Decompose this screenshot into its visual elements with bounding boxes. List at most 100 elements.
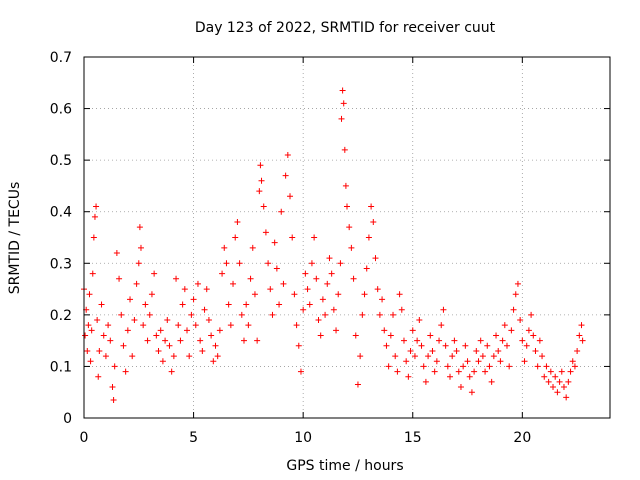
- data-point: [392, 353, 399, 360]
- data-point: [197, 337, 204, 344]
- data-point: [162, 337, 169, 344]
- data-point: [348, 244, 355, 251]
- data-point: [164, 317, 171, 324]
- data-point: [411, 353, 418, 360]
- data-point: [418, 342, 425, 349]
- data-point: [148, 291, 155, 298]
- data-point: [344, 203, 350, 210]
- data-point: [403, 358, 410, 365]
- data-point: [503, 342, 510, 349]
- data-point: [177, 337, 184, 344]
- data-point: [567, 368, 574, 375]
- data-point: [579, 337, 586, 344]
- data-point: [262, 229, 269, 236]
- data-point: [436, 337, 443, 344]
- data-point: [427, 332, 434, 339]
- data-point: [451, 337, 458, 344]
- data-point: [324, 280, 331, 287]
- data-point: [438, 322, 445, 329]
- data-point: [297, 368, 304, 375]
- data-point: [565, 378, 572, 385]
- data-point: [91, 213, 98, 220]
- data-point: [457, 384, 464, 391]
- data-point: [194, 280, 201, 287]
- data-point: [96, 347, 103, 354]
- chart-title: Day 123 of 2022, SRMTID for receiver cuu…: [195, 20, 496, 36]
- data-point: [133, 280, 140, 287]
- data-point: [541, 373, 548, 380]
- data-point: [372, 255, 379, 262]
- data-point: [571, 363, 578, 370]
- data-point: [556, 378, 563, 385]
- data-point: [170, 353, 177, 360]
- data-point: [98, 301, 105, 308]
- data-point: [105, 322, 112, 329]
- data-point: [227, 322, 234, 329]
- data-point: [342, 182, 349, 189]
- data-point: [201, 306, 208, 313]
- data-point: [363, 265, 370, 272]
- data-point: [534, 363, 541, 370]
- data-point: [315, 317, 322, 324]
- data-point: [361, 291, 368, 298]
- data-point: [479, 353, 486, 360]
- data-point: [330, 306, 337, 313]
- data-point: [429, 347, 436, 354]
- data-point: [508, 327, 515, 334]
- data-point: [563, 394, 570, 401]
- data-point: [319, 296, 326, 303]
- data-point: [379, 296, 386, 303]
- data-point: [245, 322, 252, 329]
- data-point: [340, 100, 347, 107]
- data-point: [333, 327, 340, 334]
- data-point: [142, 301, 149, 308]
- data-point: [514, 280, 521, 287]
- data-point: [578, 322, 585, 329]
- data-point: [341, 146, 348, 153]
- data-point: [506, 363, 513, 370]
- data-point: [455, 368, 462, 375]
- data-point: [381, 327, 388, 334]
- data-point: [302, 270, 309, 277]
- data-point: [550, 384, 557, 391]
- data-point: [293, 322, 300, 329]
- data-point: [484, 342, 491, 349]
- data-point: [409, 327, 416, 334]
- data-point: [475, 358, 482, 365]
- data-point: [131, 317, 138, 324]
- data-point: [230, 280, 237, 287]
- data-point: [282, 172, 289, 179]
- y-tick-label: 0.4: [50, 205, 72, 221]
- data-point: [512, 291, 519, 298]
- data-point: [186, 353, 193, 360]
- data-point: [95, 373, 102, 380]
- data-point: [493, 332, 500, 339]
- data-point: [168, 368, 175, 375]
- data-point: [109, 384, 116, 391]
- data-point: [260, 203, 267, 210]
- data-point: [464, 358, 471, 365]
- data-point: [135, 260, 142, 267]
- data-point: [284, 151, 291, 158]
- data-point: [251, 291, 258, 298]
- data-point: [501, 322, 508, 329]
- data-point: [88, 327, 95, 334]
- data-point: [547, 368, 554, 375]
- data-point: [234, 219, 241, 226]
- data-point: [338, 115, 345, 122]
- data-point: [510, 306, 517, 313]
- data-point: [107, 337, 114, 344]
- plot-frame: [83, 56, 611, 419]
- data-point: [190, 296, 197, 303]
- data-point: [536, 337, 543, 344]
- data-point: [291, 291, 298, 298]
- data-point: [394, 368, 401, 375]
- data-point: [350, 275, 357, 282]
- data-point: [558, 368, 565, 375]
- data-point: [304, 286, 311, 293]
- data-point: [322, 311, 329, 318]
- data-point: [576, 332, 583, 339]
- data-point: [431, 368, 438, 375]
- data-point: [365, 234, 372, 241]
- data-point: [85, 322, 92, 329]
